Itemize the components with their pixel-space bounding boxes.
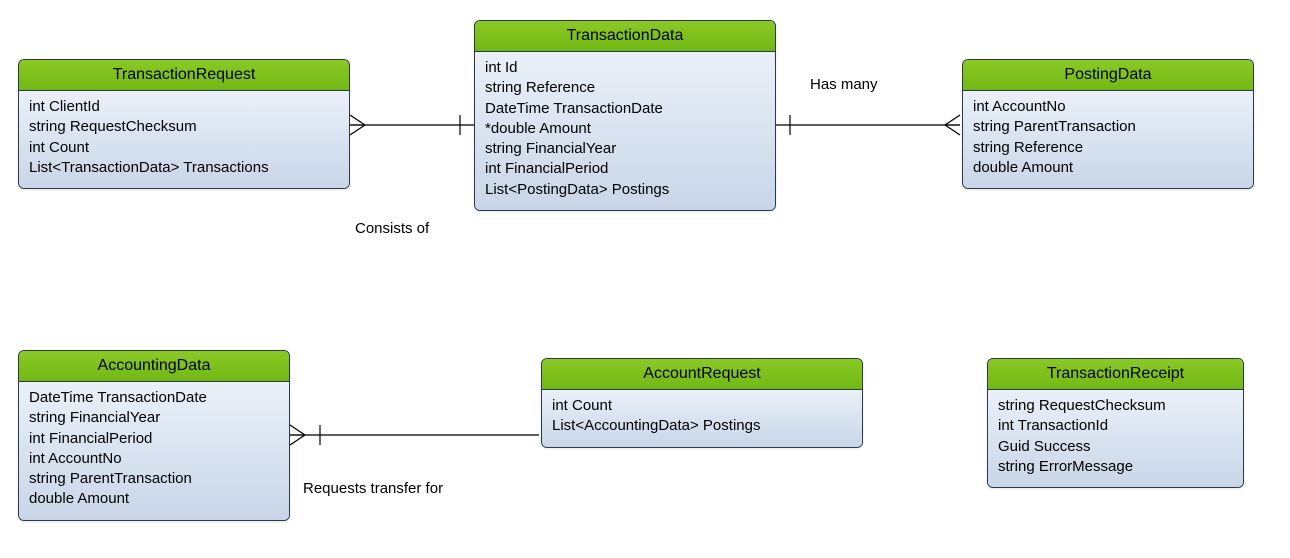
entity-header: PostingData (963, 60, 1253, 91)
attr: string Reference (485, 78, 765, 98)
attr: int Id (485, 58, 765, 78)
attr: string ErrorMessage (998, 457, 1233, 477)
attr: int Count (29, 138, 339, 158)
attr: List<TransactionData> Transactions (29, 158, 339, 178)
attr: int FinancialPeriod (485, 159, 765, 179)
attr: string RequestChecksum (29, 117, 339, 137)
attr: List<PostingData> Postings (485, 180, 765, 200)
attr: *double Amount (485, 119, 765, 139)
attr: int TransactionId (998, 416, 1233, 436)
attr: List<AccountingData> Postings (552, 416, 852, 436)
entity-accounting-data: AccountingData DateTime TransactionDate … (18, 350, 290, 521)
attr: string ParentTransaction (29, 469, 279, 489)
entity-body: string RequestChecksum int TransactionId… (988, 390, 1243, 487)
entity-body: DateTime TransactionDate string Financia… (19, 382, 289, 520)
entity-body: int Id string Reference DateTime Transac… (475, 52, 775, 210)
attr: string Reference (973, 138, 1243, 158)
attr: string FinancialYear (29, 408, 279, 428)
entity-header: AccountingData (19, 351, 289, 382)
attr: int Count (552, 396, 852, 416)
rel-label-has-many: Has many (810, 76, 878, 93)
attr: int AccountNo (29, 449, 279, 469)
rel-label-consists-of: Consists of (355, 220, 429, 237)
entity-posting-data: PostingData int AccountNo string ParentT… (962, 59, 1254, 189)
entity-transaction-receipt: TransactionReceipt string RequestChecksu… (987, 358, 1244, 488)
entity-header: TransactionReceipt (988, 359, 1243, 390)
entity-body: int AccountNo string ParentTransaction s… (963, 91, 1253, 188)
rel-label-requests-transfer: Requests transfer for (303, 480, 443, 497)
attr: double Amount (29, 489, 279, 509)
attr: string ParentTransaction (973, 117, 1243, 137)
rel-consists-of (350, 115, 474, 135)
attr: int AccountNo (973, 97, 1243, 117)
attr: double Amount (973, 158, 1243, 178)
entity-account-request: AccountRequest int Count List<Accounting… (541, 358, 863, 448)
entity-header: AccountRequest (542, 359, 862, 390)
entity-body: int ClientId string RequestChecksum int … (19, 91, 349, 188)
entity-transaction-data: TransactionData int Id string Reference … (474, 20, 776, 211)
attr: int FinancialPeriod (29, 429, 279, 449)
attr: string RequestChecksum (998, 396, 1233, 416)
entity-body: int Count List<AccountingData> Postings (542, 390, 862, 447)
attr: int ClientId (29, 97, 339, 117)
attr: string FinancialYear (485, 139, 765, 159)
entity-transaction-request: TransactionRequest int ClientId string R… (18, 59, 350, 189)
rel-requests-transfer (290, 425, 539, 445)
rel-has-many (776, 115, 960, 135)
attr: DateTime TransactionDate (29, 388, 279, 408)
attr: Guid Success (998, 437, 1233, 457)
attr: DateTime TransactionDate (485, 99, 765, 119)
entity-header: TransactionRequest (19, 60, 349, 91)
entity-header: TransactionData (475, 21, 775, 52)
